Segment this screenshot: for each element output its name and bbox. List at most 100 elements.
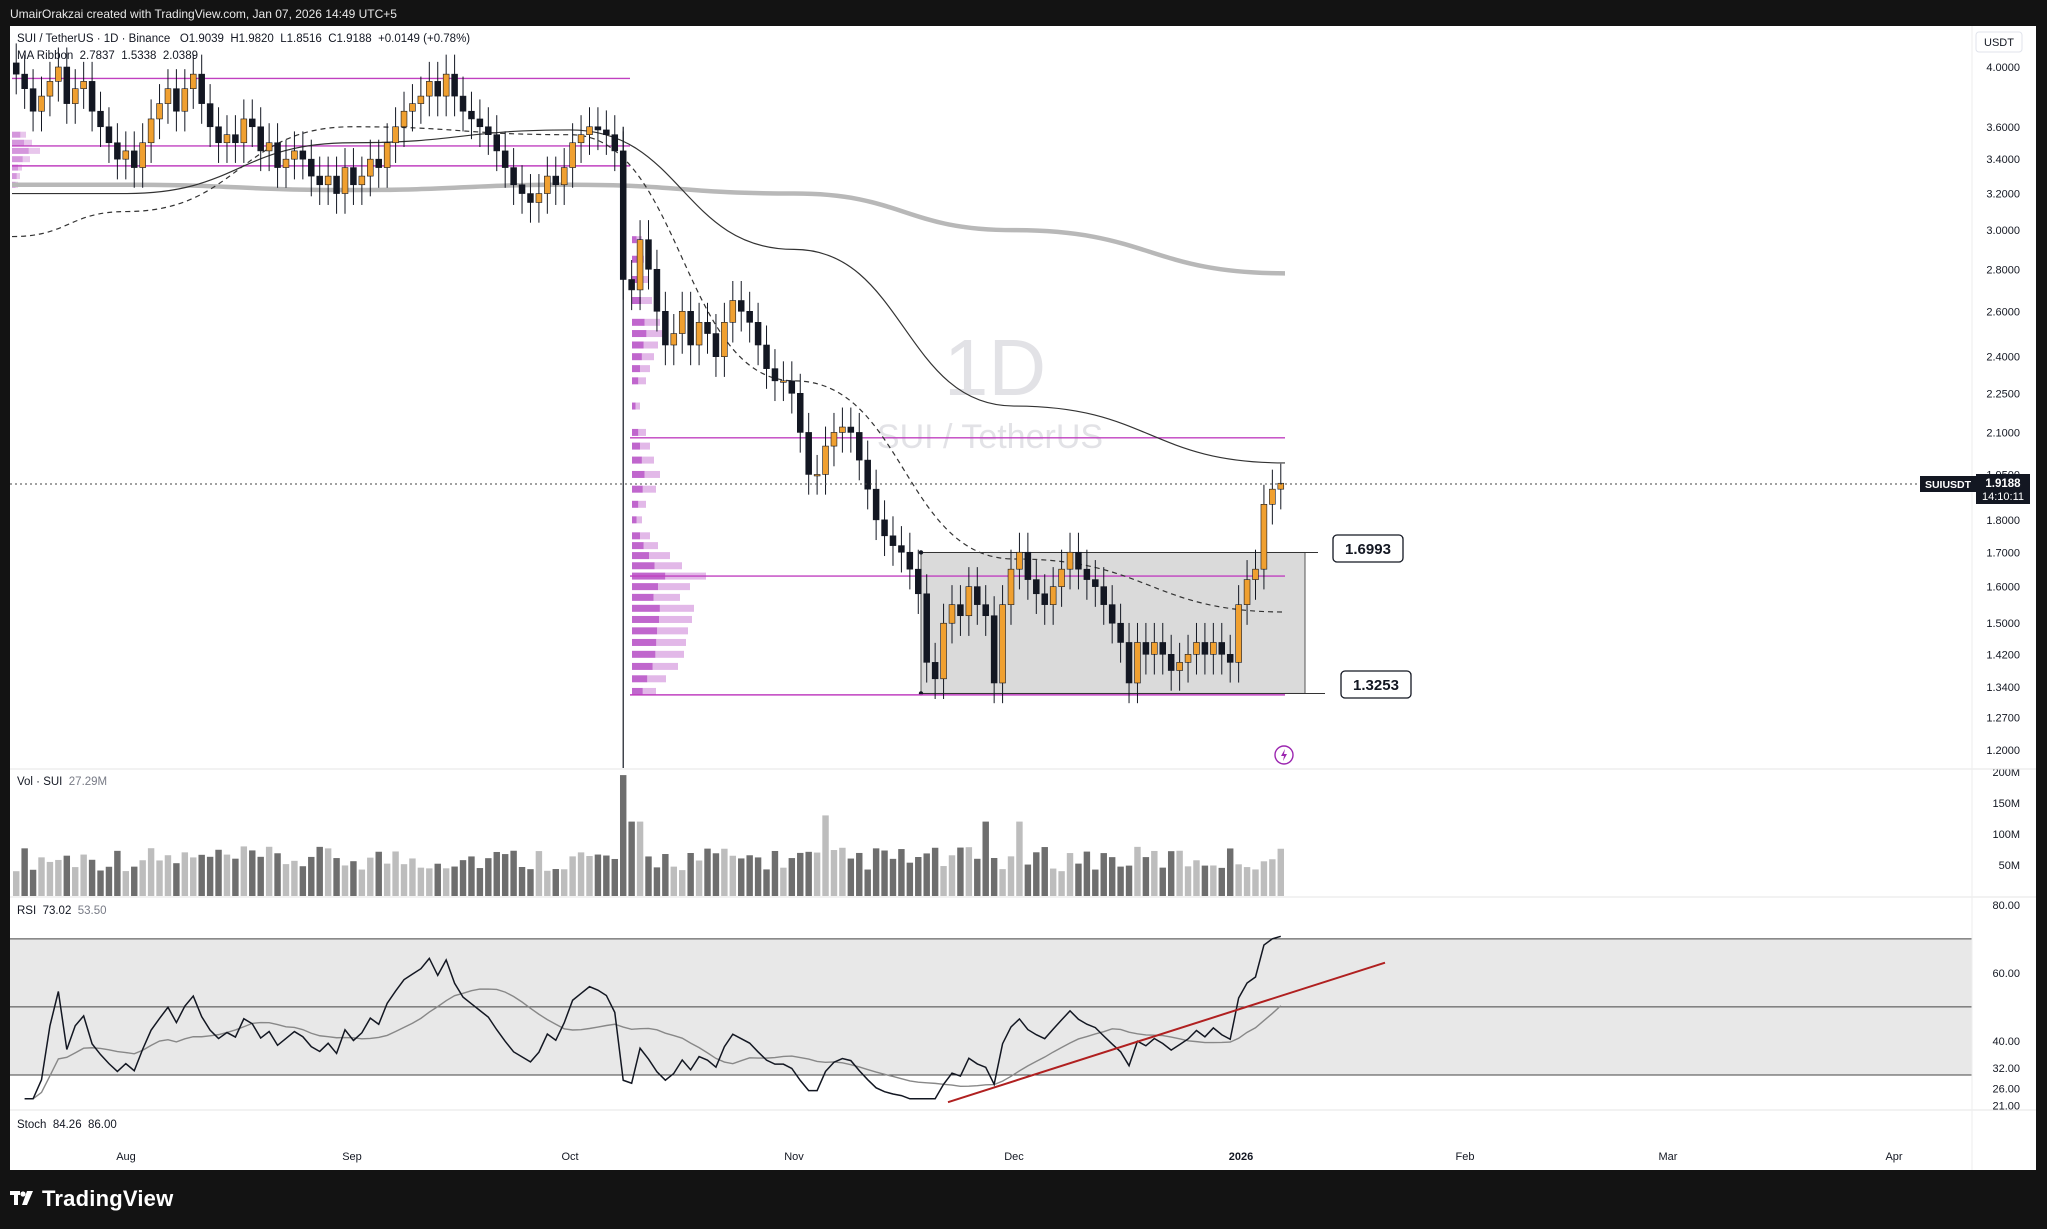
volume-bar bbox=[754, 857, 762, 896]
volume-tick: 50M bbox=[1999, 860, 2020, 872]
volume-bar bbox=[198, 854, 205, 896]
volume-profile-row bbox=[632, 650, 656, 658]
price-tick: 3.4000 bbox=[1986, 154, 2020, 166]
rsi-label[interactable]: RSI bbox=[17, 905, 37, 917]
candle-body bbox=[915, 568, 922, 595]
volume-profile-row bbox=[632, 365, 641, 373]
candle-body bbox=[1083, 568, 1091, 580]
volume-bar bbox=[856, 852, 863, 896]
volume-legend[interactable]: Vol · SUI 27.29M bbox=[17, 776, 107, 788]
candle-body bbox=[931, 662, 939, 680]
candle-body bbox=[881, 519, 888, 537]
currency-button[interactable] bbox=[1975, 31, 2023, 53]
tradingview-logo[interactable]: TradingView bbox=[10, 1186, 173, 1212]
candle-body bbox=[324, 175, 332, 186]
lightning-glyph bbox=[1281, 749, 1287, 761]
rsi-legend[interactable]: RSI 73.02 53.50 bbox=[17, 905, 107, 917]
volume-profile-row bbox=[635, 402, 640, 410]
resistance-label-box[interactable] bbox=[1332, 534, 1404, 563]
candle-body bbox=[965, 586, 973, 617]
volume-profile-row bbox=[640, 442, 650, 450]
volume-bar bbox=[240, 846, 248, 896]
volume-bar bbox=[965, 847, 973, 896]
candle-body bbox=[375, 158, 382, 168]
candle-body bbox=[114, 142, 121, 160]
volume-bar bbox=[594, 854, 602, 896]
candle-body bbox=[974, 586, 981, 605]
volume-bar bbox=[805, 851, 812, 896]
candle-body bbox=[459, 95, 467, 112]
volume-bar bbox=[223, 854, 231, 896]
ma-ribbon-legend[interactable]: MA Ribbon 2.7837 1.5338 2.0389 bbox=[17, 50, 198, 62]
candle-body bbox=[265, 142, 273, 152]
stoch-label[interactable]: Stoch bbox=[17, 1119, 47, 1131]
ma-ribbon-label[interactable]: MA Ribbon bbox=[17, 50, 74, 62]
time-label: 2026 bbox=[1229, 1151, 1253, 1163]
price-tick: 1.2000 bbox=[1986, 745, 2020, 757]
symbol-badge bbox=[1920, 476, 1976, 492]
volume-profile bbox=[12, 131, 706, 695]
candle-body bbox=[1066, 551, 1074, 570]
volume-profile-row bbox=[653, 593, 680, 601]
volume-bar bbox=[940, 866, 947, 896]
candle-body bbox=[476, 118, 484, 128]
ohlc-low: L1.8516 bbox=[280, 33, 322, 45]
stoch-legend[interactable]: Stoch 84.26 86.00 bbox=[17, 1119, 117, 1131]
ma-ribbon-v3: 2.0389 bbox=[162, 50, 198, 62]
candle-body bbox=[181, 88, 189, 112]
volume-label[interactable]: Vol · SUI bbox=[17, 776, 63, 788]
volume-bar bbox=[400, 864, 408, 896]
candle-body bbox=[1033, 579, 1040, 595]
price-tick: 2.4000 bbox=[1986, 352, 2020, 364]
candle-body bbox=[594, 126, 602, 131]
candle-body bbox=[249, 118, 256, 128]
volume-bar bbox=[872, 848, 880, 896]
bar-countdown: 14:10:11 bbox=[1982, 491, 2024, 503]
volume-profile-row bbox=[632, 297, 641, 305]
candle-body bbox=[173, 88, 180, 112]
volume-profile-row bbox=[632, 275, 640, 283]
price-tick: 1.4200 bbox=[1986, 649, 2020, 661]
volume-profile-row bbox=[652, 662, 678, 670]
volume-profile-row bbox=[12, 147, 29, 154]
volume-profile-row bbox=[638, 377, 646, 385]
volume-profile-row bbox=[655, 650, 684, 658]
volume-bar bbox=[839, 847, 846, 896]
candle-body bbox=[21, 73, 28, 89]
volume-value: 27.29M bbox=[68, 776, 108, 788]
volume-bar bbox=[1269, 859, 1276, 896]
support-label-box[interactable] bbox=[1340, 670, 1412, 699]
volume-bar bbox=[147, 848, 155, 896]
symbol-interval[interactable]: 1D bbox=[103, 33, 119, 45]
candle-body bbox=[712, 333, 720, 357]
symbol-info-line[interactable]: SUI / TetherUS · 1D · Binance O1.9039 H1… bbox=[17, 33, 471, 45]
rsi-line bbox=[24, 935, 1281, 1100]
volume-profile-row bbox=[632, 236, 637, 244]
symbol-pair[interactable]: SUI / TetherUS bbox=[17, 33, 94, 45]
candle-body bbox=[122, 150, 130, 160]
candle-body bbox=[130, 150, 138, 168]
volume-bar bbox=[957, 847, 964, 896]
volume-profile-row bbox=[632, 377, 639, 385]
candle-body bbox=[257, 126, 264, 152]
volume-bar bbox=[97, 870, 104, 896]
volume-bar bbox=[1277, 848, 1284, 896]
volume-bar bbox=[1083, 851, 1091, 896]
candle-body bbox=[426, 81, 433, 97]
time-label: Sep bbox=[342, 1151, 362, 1163]
candle-body bbox=[1049, 586, 1057, 605]
volume-profile-row bbox=[632, 402, 636, 410]
candle-body bbox=[645, 239, 652, 270]
volume-profile-row bbox=[658, 583, 690, 591]
volume-profile-row bbox=[638, 500, 646, 508]
level-lines[interactable] bbox=[12, 77, 1285, 696]
candle-body bbox=[1016, 551, 1023, 570]
volume-bar bbox=[341, 865, 349, 896]
volume-bar bbox=[299, 866, 307, 896]
candle-body bbox=[687, 311, 694, 346]
candle-body bbox=[518, 184, 526, 194]
candle-body bbox=[316, 175, 323, 186]
volume-bar bbox=[350, 861, 357, 896]
volume-bar bbox=[788, 858, 796, 896]
